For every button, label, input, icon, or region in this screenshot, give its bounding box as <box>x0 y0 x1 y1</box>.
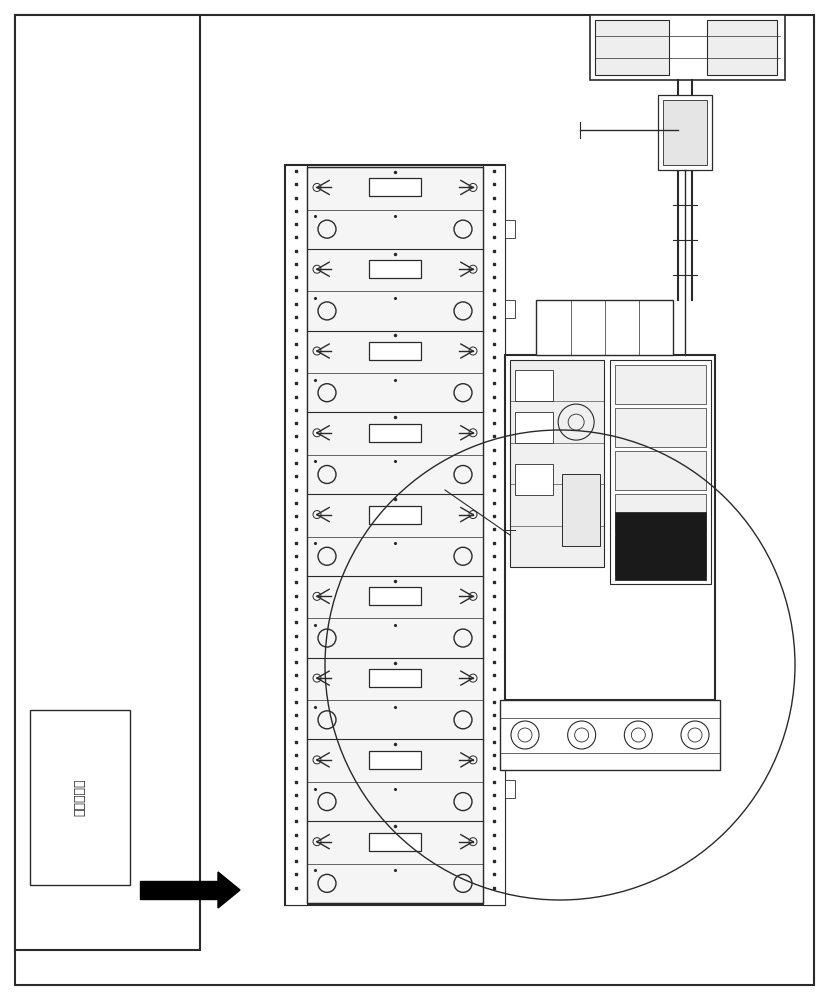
Bar <box>285 165 306 905</box>
Bar <box>614 512 705 580</box>
Bar <box>504 300 514 318</box>
Bar <box>504 380 514 398</box>
Bar <box>509 360 604 567</box>
Text: 充电机之间: 充电机之间 <box>74 779 86 816</box>
Bar <box>609 360 710 584</box>
Bar <box>368 669 421 687</box>
Bar <box>662 100 706 165</box>
Bar <box>368 260 421 278</box>
Bar <box>368 751 421 769</box>
Bar <box>590 15 784 80</box>
Bar <box>285 165 504 905</box>
Bar <box>504 460 514 478</box>
Bar <box>504 620 514 638</box>
Bar <box>514 464 552 495</box>
Bar <box>614 408 705 447</box>
Bar <box>368 342 421 360</box>
Bar <box>368 424 421 442</box>
Bar <box>514 412 552 443</box>
Bar <box>514 370 552 401</box>
Bar <box>657 95 711 170</box>
Bar <box>30 710 130 885</box>
Bar <box>499 700 720 770</box>
Bar <box>536 300 672 355</box>
Bar <box>15 15 200 950</box>
Bar <box>368 178 421 196</box>
Bar <box>504 540 514 558</box>
Bar <box>368 833 421 851</box>
Bar <box>504 700 514 718</box>
Bar <box>706 20 777 75</box>
Bar <box>368 506 421 524</box>
Bar <box>504 220 514 238</box>
Bar <box>614 536 705 575</box>
Bar <box>306 167 483 903</box>
Bar <box>504 780 514 798</box>
Bar <box>614 451 705 490</box>
Bar <box>614 365 705 404</box>
Bar <box>595 20 668 75</box>
Bar <box>483 165 504 905</box>
Bar <box>504 355 714 700</box>
Polygon shape <box>218 872 240 908</box>
Bar <box>561 474 599 546</box>
Bar <box>368 587 421 605</box>
Bar <box>614 494 705 532</box>
